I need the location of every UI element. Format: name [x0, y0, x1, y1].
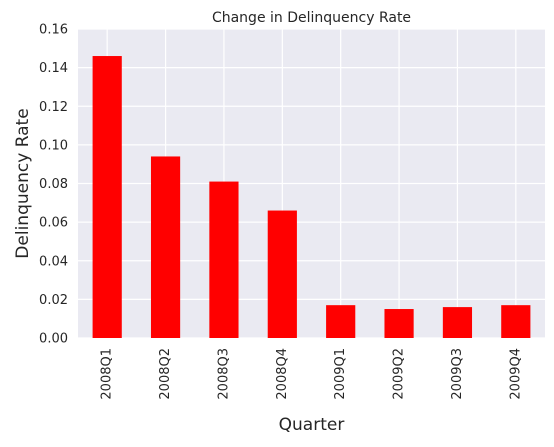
y-tick-label: 0.16 — [39, 23, 68, 38]
x-tick-label: 2009Q3 — [450, 348, 465, 400]
x-tick-label: 2008Q2 — [158, 348, 173, 400]
bar-2009Q1 — [326, 305, 356, 338]
bar-2008Q4 — [267, 210, 297, 338]
x-tick-label: 2009Q4 — [508, 348, 523, 400]
y-tick-label: 0.08 — [39, 177, 68, 192]
x-tick-label: 2009Q1 — [333, 348, 348, 400]
bar-2008Q2 — [150, 156, 181, 338]
bar-2008Q1 — [92, 56, 122, 338]
bar-2008Q3 — [209, 181, 239, 338]
y-tick-label: 0.06 — [39, 216, 68, 231]
y-tick-label: 0.04 — [39, 254, 68, 269]
x-tick-label: 2009Q2 — [392, 348, 407, 400]
x-tick-label: 2008Q3 — [216, 348, 231, 400]
y-axis-label: Delinquency Rate — [13, 108, 33, 258]
x-tick-label: 2008Q1 — [100, 348, 115, 400]
x-axis-label: Quarter — [279, 415, 345, 435]
y-tick-label: 0.02 — [39, 293, 68, 308]
y-tick-label: 0.14 — [39, 61, 68, 76]
x-tick-label: 2008Q4 — [275, 348, 290, 400]
y-tick-label: 0.00 — [39, 332, 68, 347]
bar-2009Q4 — [501, 305, 531, 338]
y-tick-label: 0.12 — [39, 100, 68, 115]
bars — [92, 56, 531, 338]
bar-2009Q3 — [442, 307, 473, 338]
chart-title: Change in Delinquency Rate — [212, 10, 411, 26]
bar-2009Q2 — [384, 309, 414, 338]
y-tick-label: 0.10 — [39, 138, 68, 153]
x-tick-labels: 2008Q1 2008Q2 2008Q3 2008Q4 2009Q1 2009Q2 2009… — [100, 348, 524, 400]
y-tick-labels: 0.00 0.02 0.04 0.06 0.08 0.10 0.12 0.14 0.16 — [39, 23, 68, 347]
